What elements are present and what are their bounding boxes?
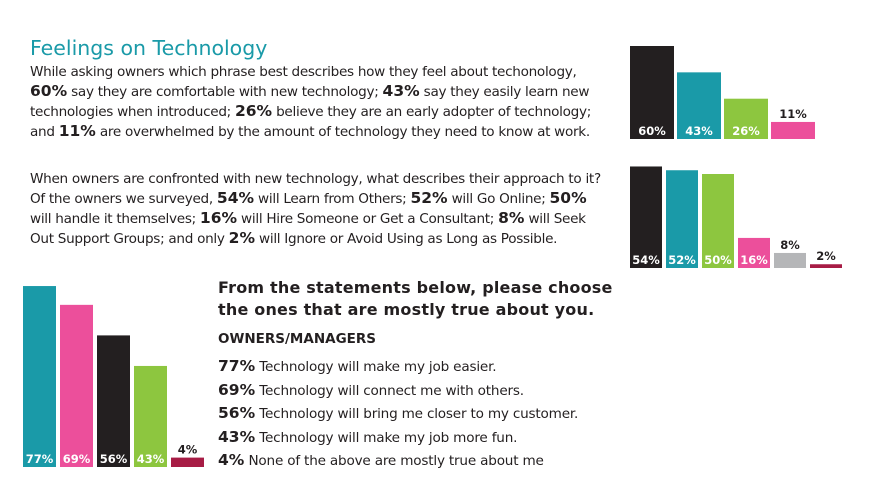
chart-approach: 54% 52% 50% 16% 8% 2%	[630, 166, 842, 268]
paragraph-line: When owners are confronted with new tech…	[30, 170, 601, 189]
highlight-percent: 8%	[498, 209, 525, 227]
paragraph-technology-feelings: While asking owners which phrase best de…	[30, 63, 591, 142]
question-line-2: the ones that are mostly true about you.	[218, 300, 595, 319]
highlight-percent: 50%	[549, 189, 587, 207]
highlight-percent: 52%	[410, 189, 448, 207]
text-run: will Hire Someone or Get a Consultant;	[237, 211, 499, 227]
bar	[666, 170, 698, 268]
bar-value-label: 69%	[63, 452, 91, 466]
text-run: will Seek	[524, 211, 586, 227]
bar-value-label: 11%	[779, 107, 807, 121]
text-run: will Ignore or Avoid Using as Long as Po…	[255, 231, 558, 247]
highlight-percent: 54%	[216, 189, 255, 207]
highlight-percent: 60%	[30, 82, 68, 100]
bar	[774, 252, 806, 268]
statement-percent: 77%	[218, 357, 256, 375]
bar	[630, 166, 662, 268]
text-run: will handle it themselves;	[30, 211, 200, 227]
statement-item: 43% Technology will make my job more fun…	[218, 426, 578, 450]
text-run: Of the owners we surveyed,	[30, 191, 217, 207]
statement-percent: 4%	[218, 451, 245, 469]
text-run: say they are comfortable with new techno…	[67, 84, 383, 100]
highlight-percent: 26%	[234, 102, 273, 120]
bar-value-label: 43%	[685, 124, 713, 138]
paragraph-line: will handle it themselves; 16% will Hire…	[30, 209, 601, 229]
statement-list: 77% Technology will make my job easier. 6…	[218, 355, 578, 473]
highlight-percent: 2%	[228, 229, 255, 247]
bar	[724, 98, 768, 139]
statement-text: Technology will make my job more fun.	[255, 429, 518, 446]
chart-statements: 77% 69% 56% 43% 4%	[23, 286, 204, 467]
statement-item: 56% Technology will bring me closer to m…	[218, 402, 578, 426]
question-line-1: From the statements below, please choose	[218, 278, 613, 297]
text-run: While asking owners which phrase best de…	[30, 64, 577, 80]
bar	[171, 457, 204, 467]
paragraph-line: technologies when introduced; 26% believ…	[30, 102, 591, 122]
text-run: will Go Online;	[447, 191, 550, 207]
bar-value-label: 4%	[178, 443, 198, 457]
bar	[738, 237, 770, 268]
statement-text: None of the above are mostly true about …	[244, 453, 544, 469]
bar-value-label: 8%	[780, 238, 800, 252]
statement-item: 69% Technology will connect me with othe…	[218, 379, 578, 403]
bar-value-label: 43%	[137, 452, 165, 466]
statement-text: Technology will bring me closer to my cu…	[255, 406, 579, 422]
chart-feelings: 60% 43% 26% 11%	[630, 46, 815, 139]
bar-value-label: 2%	[816, 249, 836, 263]
paragraph-line: Out Support Groups; and only 2% will Ign…	[30, 229, 601, 249]
bar	[702, 174, 734, 268]
text-run: say they easily learn new	[419, 84, 590, 100]
bar-value-label: 50%	[704, 253, 732, 267]
statement-percent: 56%	[218, 404, 256, 422]
paragraph-line: 60% say they are comfortable with new te…	[30, 82, 591, 102]
paragraph-line: and 11% are overwhelmed by the amount of…	[30, 122, 591, 142]
bar	[134, 365, 167, 467]
text-run: will Learn from Others;	[254, 191, 411, 207]
statement-item: 4% None of the above are mostly true abo…	[218, 449, 578, 473]
respondent-group-heading: OWNERS/MANAGERS	[218, 331, 376, 347]
section-title: Feelings on Technology	[30, 36, 268, 60]
bar	[810, 264, 842, 268]
statement-text: Technology will make my job easier.	[255, 359, 497, 375]
bar-value-label: 16%	[740, 253, 768, 267]
text-run: believe they are an early adopter of tec…	[272, 104, 592, 120]
bar-value-label: 26%	[732, 124, 760, 138]
question-title: From the statements below, please choose…	[218, 277, 613, 321]
statement-percent: 69%	[218, 380, 256, 399]
statement-percent: 43%	[218, 427, 256, 446]
bar	[630, 46, 674, 139]
text-run: are overwhelmed by the amount of technol…	[95, 124, 590, 140]
bar-value-label: 54%	[632, 253, 660, 267]
paragraph-technology-approach: When owners are confronted with new tech…	[30, 170, 601, 249]
bar	[97, 335, 130, 467]
statement-text: Technology will connect me with others.	[255, 382, 524, 399]
bar-value-label: 56%	[100, 452, 128, 466]
highlight-percent: 43%	[382, 82, 420, 100]
paragraph-line: Of the owners we surveyed, 54% will Lear…	[30, 189, 601, 209]
bar	[60, 304, 93, 467]
bar	[677, 72, 721, 139]
text-run: technologies when introduced;	[30, 104, 235, 120]
bar-value-label: 60%	[638, 124, 666, 138]
bar-value-label: 77%	[26, 452, 54, 466]
statement-item: 77% Technology will make my job easier.	[218, 355, 578, 379]
highlight-percent: 11%	[58, 122, 96, 140]
bar	[771, 121, 815, 139]
text-run: and	[30, 124, 59, 140]
text-run: Out Support Groups; and only	[30, 231, 229, 247]
bar	[23, 286, 56, 467]
highlight-percent: 16%	[199, 209, 238, 227]
text-run: When owners are confronted with new tech…	[30, 171, 601, 187]
bar-value-label: 52%	[668, 253, 696, 267]
paragraph-line: While asking owners which phrase best de…	[30, 63, 591, 82]
